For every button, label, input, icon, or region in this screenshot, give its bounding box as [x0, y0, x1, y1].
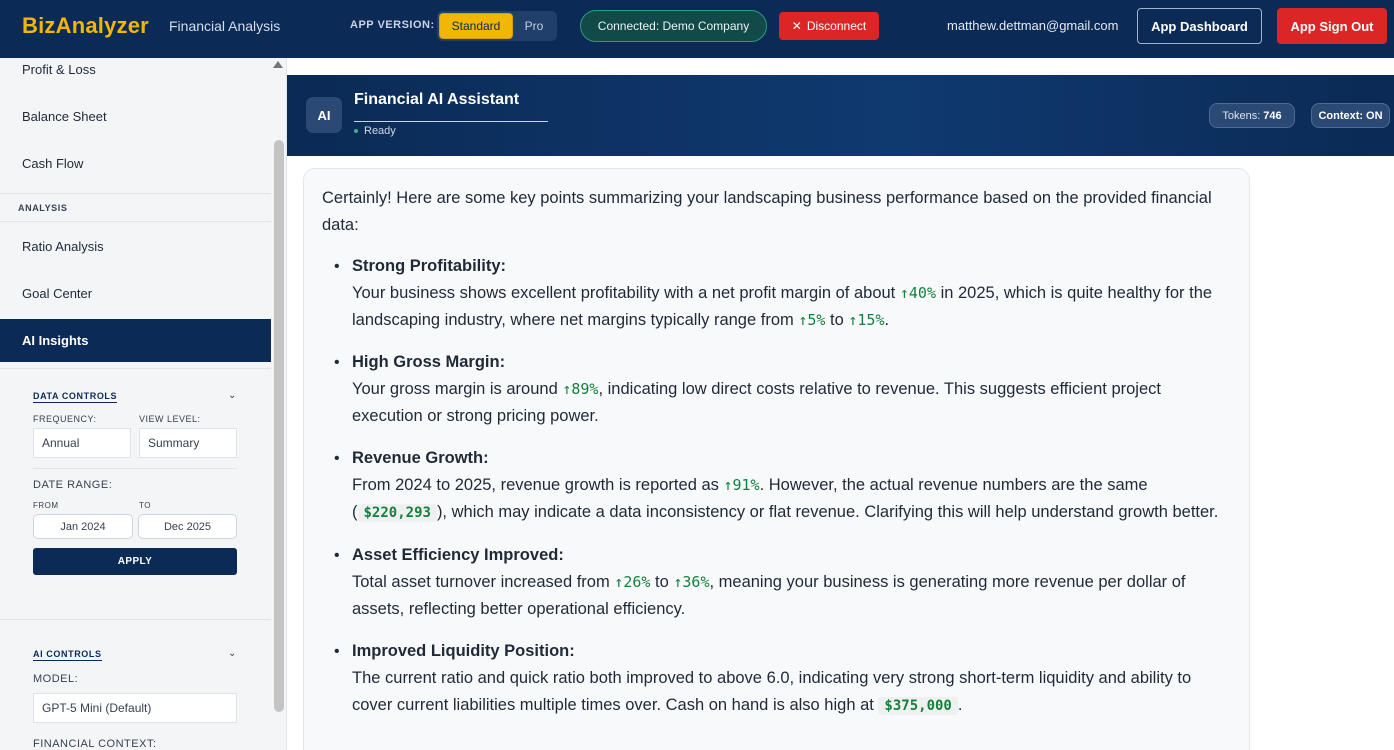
close-icon: ✕ [791, 19, 802, 33]
sidebar-item-cash-flow[interactable]: Cash Flow [22, 155, 84, 171]
sidebar: Profit & Loss Balance Sheet Cash Flow AN… [0, 58, 287, 750]
disconnect-button[interactable]: ✕ Disconnect [779, 12, 879, 40]
version-pro-button[interactable]: Pro [524, 19, 544, 33]
main-content: AI Financial AI Assistant Ready Tokens: … [287, 58, 1394, 750]
chevron-down-icon[interactable]: ⌄ [228, 648, 237, 659]
divider [0, 368, 271, 369]
metric-up: ↑89% [562, 380, 599, 398]
sidebar-item-balance-sheet[interactable]: Balance Sheet [22, 108, 107, 124]
frequency-select[interactable]: Annual [33, 428, 131, 458]
point-body: From 2024 to 2025, revenue growth is rep… [352, 476, 1219, 522]
date-from-input[interactable]: Jan 2024 [33, 514, 133, 539]
ai-controls-title[interactable]: AI CONTROLS [33, 649, 102, 661]
app-version-toggle: Standard Pro [437, 11, 557, 41]
status-text: Ready [364, 125, 396, 137]
divider [0, 221, 271, 222]
divider [0, 619, 271, 620]
sidebar-item-goal-center[interactable]: Goal Center [22, 285, 93, 301]
app-dashboard-button[interactable]: App Dashboard [1137, 8, 1262, 44]
divider [0, 193, 271, 194]
tokens-badge: Tokens: 746 [1209, 103, 1295, 128]
date-to-input[interactable]: Dec 2025 [138, 514, 237, 539]
assistant-title: Financial AI Assistant [354, 91, 520, 108]
context-label: Context: [1318, 109, 1364, 122]
point-body: Your business shows excellent profitabil… [352, 284, 1213, 329]
sign-out-button[interactable]: App Sign Out [1277, 8, 1387, 44]
point-title: High Gross Margin: [352, 353, 506, 371]
sidebar-item-ratio-analysis[interactable]: Ratio Analysis [22, 238, 104, 254]
point-title: Asset Efficiency Improved: [352, 546, 564, 564]
list-item: High Gross Margin: Your gross margin is … [322, 349, 1231, 430]
assistant-header: AI Financial AI Assistant Ready Tokens: … [287, 75, 1394, 156]
app-subtitle: Financial Analysis [169, 18, 281, 34]
metric-up: ↑40% [899, 284, 936, 302]
title-underline [354, 121, 548, 122]
insight-list: Strong Profitability: Your business show… [322, 253, 1231, 720]
point-body: Total asset turnover increased from ↑26%… [352, 573, 1186, 618]
to-label: TO [139, 501, 151, 510]
assistant-avatar: AI [306, 97, 342, 133]
top-navbar: BizAnalyzer Financial Analysis APP VERSI… [0, 0, 1394, 58]
data-controls-title[interactable]: DATA CONTROLS [33, 391, 118, 403]
view-level-select[interactable]: Summary [139, 428, 237, 458]
model-label: MODEL: [33, 673, 79, 685]
assistant-message: Certainly! Here are some key points summ… [303, 168, 1250, 750]
view-level-label: VIEW LEVEL: [139, 414, 201, 424]
point-title: Revenue Growth: [352, 449, 489, 467]
apply-button[interactable]: APPLY [33, 548, 237, 575]
message-intro: Certainly! Here are some key points summ… [322, 189, 1212, 234]
context-badge[interactable]: Context: ON [1311, 103, 1390, 128]
model-select[interactable]: GPT-5 Mini (Default) [33, 693, 237, 723]
list-item: Revenue Growth: From 2024 to 2025, reven… [322, 445, 1231, 527]
connection-status: Connected: Demo Company [580, 10, 767, 42]
sidebar-item-profit-loss[interactable]: Profit & Loss [22, 61, 96, 77]
user-email: matthew.dettman@gmail.com [947, 18, 1119, 33]
scroll-up-icon[interactable] [273, 61, 283, 68]
tokens-label: Tokens: [1222, 109, 1261, 122]
metric-up: ↑91% [723, 476, 760, 494]
date-range-label: DATE RANGE: [33, 479, 113, 491]
status-dot-icon [354, 129, 358, 133]
chevron-down-icon[interactable]: ⌄ [228, 390, 237, 401]
inline-code-value: $220,293 [357, 504, 437, 522]
inline-code-value: $375,000 [878, 697, 958, 715]
brand-logo[interactable]: BizAnalyzer [22, 13, 149, 38]
tokens-value: 746 [1263, 109, 1282, 122]
disconnect-label: Disconnect [806, 19, 867, 33]
list-item: Asset Efficiency Improved: Total asset t… [322, 542, 1231, 623]
context-value: ON [1366, 109, 1383, 122]
sidebar-item-ai-insights[interactable]: AI Insights [0, 319, 271, 362]
point-title: Strong Profitability: [352, 257, 506, 275]
list-item: Strong Profitability: Your business show… [322, 253, 1231, 334]
point-body: The current ratio and quick ratio both i… [352, 669, 1192, 715]
analysis-heading: ANALYSIS [18, 203, 68, 213]
divider [33, 468, 237, 469]
assistant-status: Ready [354, 125, 396, 137]
version-standard-button[interactable]: Standard [439, 13, 513, 39]
point-body: Your gross margin is around ↑89%, indica… [352, 380, 1161, 425]
scrollbar-thumb[interactable] [274, 140, 284, 712]
app-version-label: APP VERSION: [350, 19, 435, 31]
from-label: FROM [33, 501, 59, 510]
point-title: Improved Liquidity Position: [352, 642, 575, 660]
financial-context-label: FINANCIAL CONTEXT: [33, 738, 157, 750]
metric-up: ↑5% [798, 311, 826, 329]
list-item: Improved Liquidity Position: The current… [322, 638, 1231, 720]
frequency-label: FREQUENCY: [33, 414, 97, 424]
metric-up: ↑36% [673, 573, 710, 591]
metric-up: ↑26% [614, 573, 651, 591]
metric-up: ↑15% [848, 311, 885, 329]
